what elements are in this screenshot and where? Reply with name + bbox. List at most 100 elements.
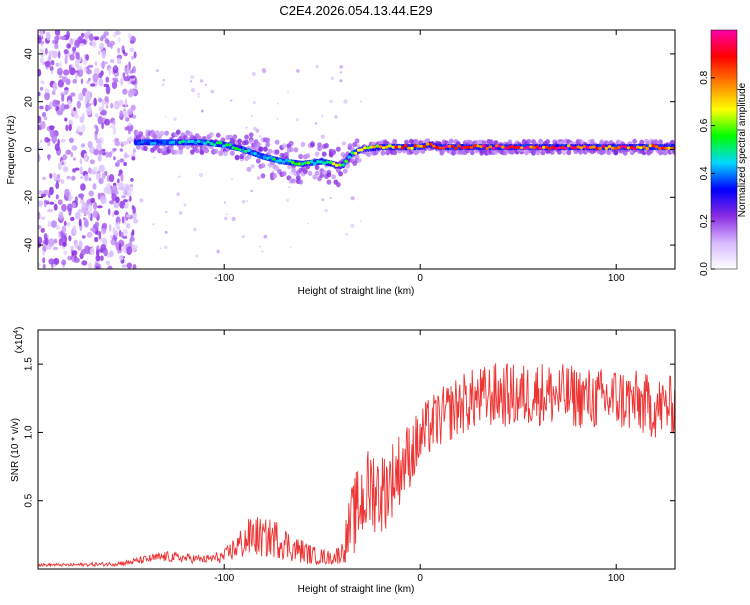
noise-blob xyxy=(101,122,104,130)
ridge-halo xyxy=(263,146,268,152)
speckle xyxy=(199,79,204,83)
ridge-core xyxy=(560,146,565,150)
ridge-core xyxy=(639,146,643,150)
ridge-core xyxy=(363,146,367,150)
noise-blob xyxy=(131,156,136,161)
ridge-core xyxy=(300,162,305,166)
noise-blob xyxy=(43,116,48,121)
noise-blob xyxy=(101,172,106,180)
ridge-core xyxy=(570,146,574,150)
colorbar-ticks: 0.0 0.2 0.4 0.6 0.8 xyxy=(699,70,715,276)
noise-blob xyxy=(72,225,76,234)
speckle xyxy=(230,99,233,102)
noise-blob xyxy=(38,190,44,195)
noise-blob xyxy=(81,124,86,133)
ridge-core xyxy=(394,145,399,149)
noise-blob xyxy=(82,235,86,239)
noise-blob xyxy=(96,205,103,209)
noise-blob xyxy=(98,177,104,185)
noise-blob xyxy=(38,36,42,44)
noise-blob xyxy=(94,113,99,118)
noise-blob xyxy=(92,183,97,190)
ridge-core xyxy=(331,162,336,166)
noise-blob xyxy=(60,35,67,41)
noise-blob xyxy=(74,242,79,249)
ridge-core xyxy=(366,146,370,150)
ridge-halo xyxy=(255,141,261,147)
noise-blob xyxy=(123,76,129,82)
ridge-halo xyxy=(246,154,252,160)
speckle xyxy=(296,69,300,73)
ridge-core xyxy=(582,145,587,149)
ridge-core xyxy=(372,145,377,149)
ridge-core xyxy=(215,141,220,145)
noise-blob xyxy=(40,216,46,220)
noise-blob xyxy=(74,59,80,68)
noise-blob xyxy=(113,156,116,161)
noise-blob xyxy=(110,59,115,63)
ridge-halo xyxy=(248,132,254,138)
ridge-halo xyxy=(204,148,210,154)
ridge-core xyxy=(447,144,452,148)
ridge-core xyxy=(225,143,229,147)
ridge-halo xyxy=(404,139,409,145)
speckle xyxy=(359,220,362,223)
ridge-core xyxy=(554,146,558,151)
ridge-halo xyxy=(317,145,322,151)
ridge-core xyxy=(381,146,386,150)
noise-blob xyxy=(78,240,83,249)
noise-blob xyxy=(85,54,89,61)
ridge-halo xyxy=(248,139,254,145)
noise-blob xyxy=(93,166,98,173)
noise-blob xyxy=(119,158,125,163)
noise-blob xyxy=(71,202,77,209)
ridge-halo xyxy=(302,168,308,174)
ridge-halo xyxy=(244,134,249,140)
ridge-core xyxy=(532,146,537,150)
noise-blob xyxy=(97,192,101,200)
speckle xyxy=(295,118,299,122)
ridge-core xyxy=(664,146,668,150)
ridge-core xyxy=(303,161,308,165)
ridge-core xyxy=(548,146,552,150)
ridge-core xyxy=(551,145,555,149)
speckle xyxy=(152,223,155,226)
noise-blob xyxy=(46,138,51,142)
ridge-core xyxy=(306,161,311,165)
ridge-core xyxy=(595,146,599,150)
noise-blob xyxy=(108,174,115,183)
speckle xyxy=(250,164,255,169)
ridge-halo xyxy=(310,142,315,148)
noise-blob xyxy=(94,132,98,141)
ridge-halo xyxy=(488,139,494,145)
speckle xyxy=(190,75,195,80)
noise-blob xyxy=(130,185,133,193)
noise-blob xyxy=(46,31,51,41)
noise-blob xyxy=(110,43,113,49)
ridge-halo xyxy=(265,137,271,143)
noise-blob xyxy=(117,36,121,43)
ridge-core xyxy=(350,151,355,155)
y-tick-label: 40 xyxy=(24,48,35,60)
ridge-core xyxy=(476,144,480,148)
noise-blob xyxy=(120,77,124,86)
noise-blob xyxy=(105,260,111,266)
noise-blob xyxy=(88,64,94,68)
noise-blob xyxy=(117,221,120,230)
noise-blob xyxy=(62,241,67,247)
ridge-core xyxy=(222,144,226,148)
noise-blob xyxy=(116,57,122,65)
ridge-core xyxy=(228,143,232,147)
noise-blob xyxy=(40,80,45,85)
ridge-core xyxy=(237,148,242,152)
ridge-halo xyxy=(215,132,221,138)
noise-blob xyxy=(104,118,111,126)
ridge-halo xyxy=(300,141,306,147)
ridge-core xyxy=(328,160,333,164)
noise-blob xyxy=(39,105,44,110)
noise-blob xyxy=(48,258,55,265)
speckle xyxy=(288,186,291,189)
noise-blob xyxy=(100,255,104,261)
ridge-halo xyxy=(293,147,299,153)
noise-blob xyxy=(109,124,116,129)
